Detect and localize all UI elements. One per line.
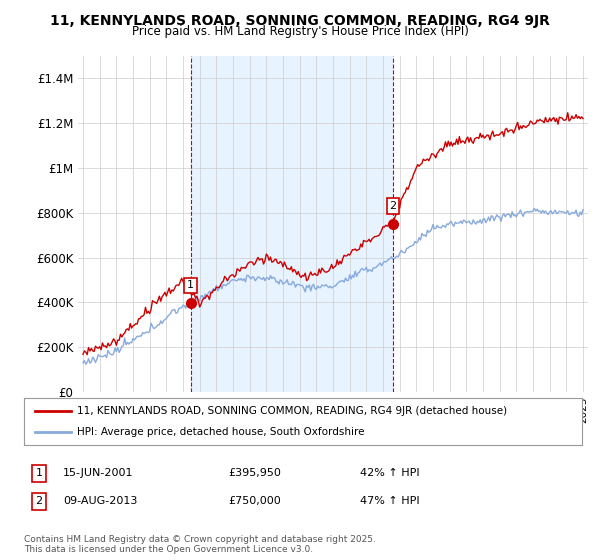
Bar	[191, 56, 393, 392]
Text: Contains HM Land Registry data © Crown copyright and database right 2025.
This d: Contains HM Land Registry data © Crown c…	[24, 535, 376, 554]
Text: 2: 2	[389, 201, 397, 211]
Text: 11, KENNYLANDS ROAD, SONNING COMMON, READING, RG4 9JR: 11, KENNYLANDS ROAD, SONNING COMMON, REA…	[50, 14, 550, 28]
Text: 47% ↑ HPI: 47% ↑ HPI	[360, 496, 419, 506]
Text: 1: 1	[187, 281, 194, 291]
Text: 11, KENNYLANDS ROAD, SONNING COMMON, READING, RG4 9JR (detached house): 11, KENNYLANDS ROAD, SONNING COMMON, REA…	[77, 406, 507, 416]
Text: £750,000: £750,000	[228, 496, 281, 506]
Text: 15-JUN-2001: 15-JUN-2001	[63, 468, 133, 478]
Text: Price paid vs. HM Land Registry's House Price Index (HPI): Price paid vs. HM Land Registry's House …	[131, 25, 469, 38]
Text: 42% ↑ HPI: 42% ↑ HPI	[360, 468, 419, 478]
Text: 09-AUG-2013: 09-AUG-2013	[63, 496, 137, 506]
Text: £395,950: £395,950	[228, 468, 281, 478]
Text: 2: 2	[35, 496, 43, 506]
Text: HPI: Average price, detached house, South Oxfordshire: HPI: Average price, detached house, Sout…	[77, 427, 365, 437]
Text: 1: 1	[35, 468, 43, 478]
